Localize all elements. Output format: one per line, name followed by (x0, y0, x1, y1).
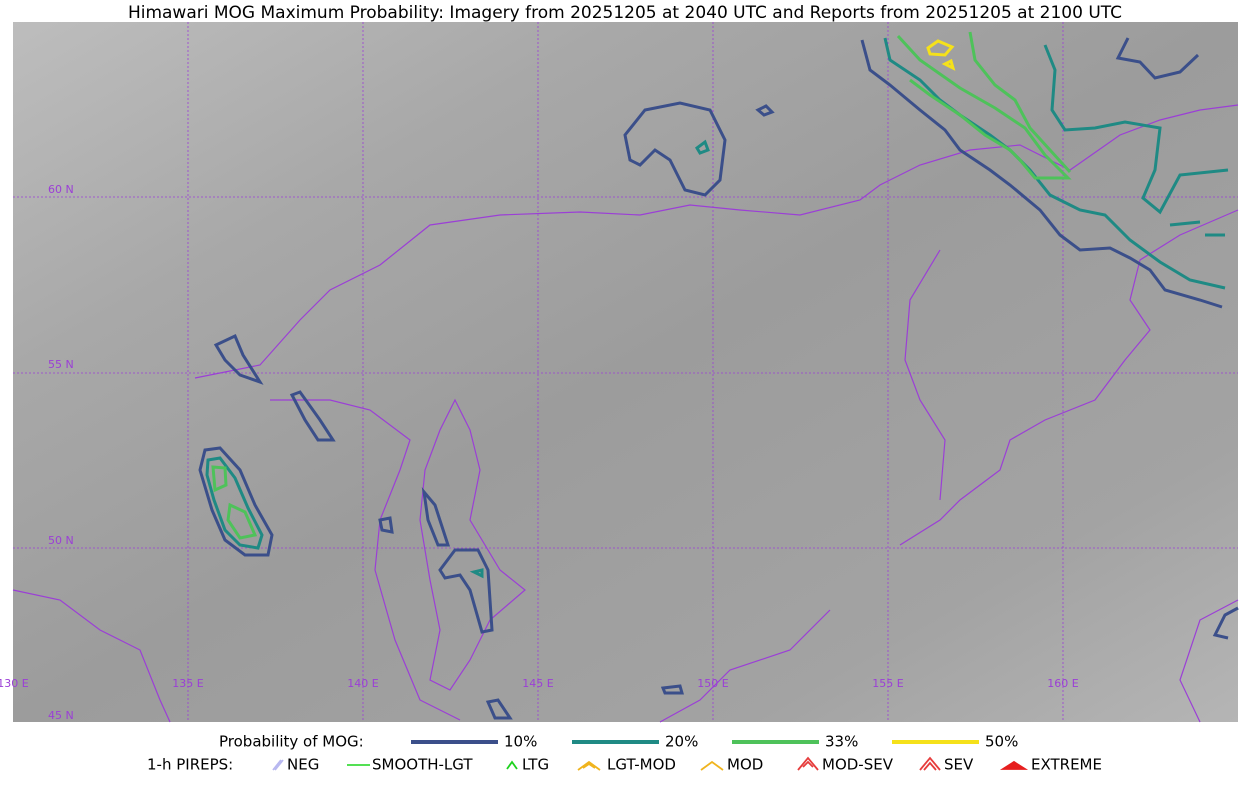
lat-label: 60 N (48, 183, 74, 196)
lon-label: 140 E (347, 677, 378, 690)
coastlines (12, 104, 1239, 723)
lat-label: 50 N (48, 534, 74, 547)
lon-label: 130 E (0, 677, 29, 690)
lat-label: 55 N (48, 358, 74, 371)
legend-label: LGT-MOD (607, 756, 676, 774)
legend: Probability of MOG: 10% 20% 33% 50% 1-h PIREP… (147, 733, 1102, 774)
lon-label: 150 E (697, 677, 728, 690)
legend-label: 20% (665, 733, 698, 751)
legend-icon (919, 756, 941, 771)
legend-icon (797, 756, 819, 771)
legend-label: SEV (944, 756, 974, 774)
lat-label: 45 N (48, 709, 74, 722)
lon-label: 160 E (1047, 677, 1078, 690)
legend-icon (506, 760, 518, 770)
legend-label: NEG (287, 756, 319, 774)
legend-icon (577, 760, 601, 771)
satellite-image (13, 22, 1238, 722)
grid (13, 22, 1238, 722)
legend-label: LTG (522, 756, 549, 774)
legend-label: EXTREME (1031, 756, 1102, 774)
legend-label: 33% (825, 733, 858, 751)
legend-icon (999, 760, 1029, 770)
title: Himawari MOG Maximum Probability: Imager… (128, 3, 1122, 23)
legend-title: Probability of MOG: (219, 733, 364, 751)
legend-title: 1-h PIREPS: (147, 756, 233, 774)
legend-label: 50% (985, 733, 1018, 751)
legend-icon (700, 760, 724, 771)
legend-icon (272, 759, 284, 771)
lon-label: 145 E (522, 677, 553, 690)
legend-label: MOD-SEV (822, 756, 894, 774)
map: 60 N 55 N 50 N 45 N 130 E 135 E 140 E 145 E 150… (0, 22, 1239, 723)
contours (198, 31, 1239, 720)
legend-label: SMOOTH-LGT (372, 756, 473, 774)
legend-label: 10% (504, 733, 537, 751)
lon-label: 155 E (872, 677, 903, 690)
legend-label: MOD (727, 756, 763, 774)
lon-label: 135 E (172, 677, 203, 690)
